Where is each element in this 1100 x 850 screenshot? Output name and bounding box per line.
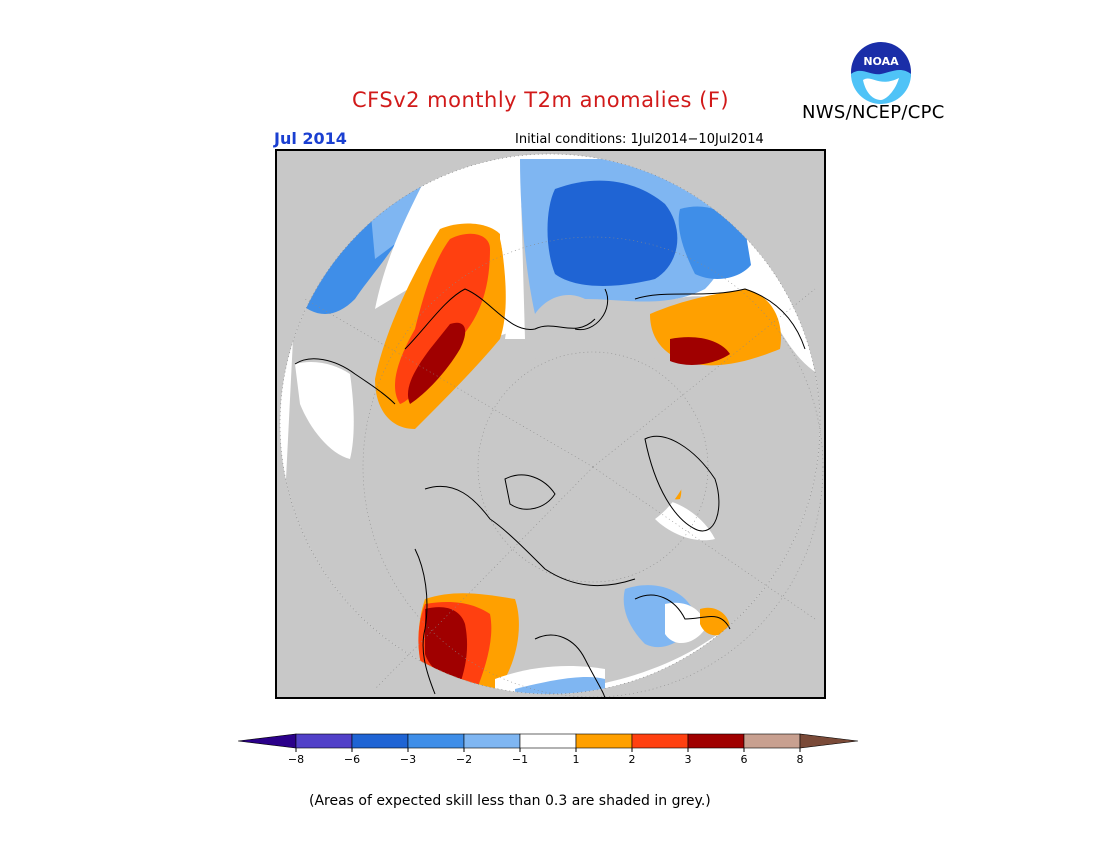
legend-tick-label: −2 bbox=[456, 753, 472, 766]
legend-tick-label: 8 bbox=[797, 753, 804, 766]
legend-bin-2 bbox=[352, 734, 408, 748]
target-month: Jul 2014 bbox=[274, 129, 347, 148]
polar-map-panel bbox=[275, 149, 826, 699]
legend-tick-label: −3 bbox=[400, 753, 416, 766]
legend-bin-4 bbox=[464, 734, 520, 748]
agency-label: NWS/NCEP/CPC bbox=[802, 102, 945, 123]
legend-bin-0 bbox=[238, 734, 296, 748]
legend-bin-3 bbox=[408, 734, 464, 748]
legend-tick-label: 2 bbox=[629, 753, 636, 766]
map-title: CFSv2 monthly T2m anomalies (F) bbox=[352, 88, 729, 112]
legend-tick-label: −6 bbox=[344, 753, 360, 766]
legend-tick-label: 6 bbox=[741, 753, 748, 766]
logo-text: NOAA bbox=[863, 55, 899, 68]
legend-bin-10 bbox=[800, 734, 858, 748]
legend-tick-label: 3 bbox=[685, 753, 692, 766]
legend-tick-label: −1 bbox=[512, 753, 528, 766]
skill-footnote: (Areas of expected skill less than 0.3 a… bbox=[309, 793, 711, 809]
legend-tick-label: −8 bbox=[288, 753, 304, 766]
color-legend: −8 −6 −3 −2 −1 1 2 3 6 8 bbox=[238, 733, 862, 753]
legend-bin-6 bbox=[576, 734, 632, 748]
legend-bin-8 bbox=[688, 734, 744, 748]
legend-bin-5 bbox=[520, 734, 576, 748]
legend-bin-1 bbox=[296, 734, 352, 748]
legend-bin-7 bbox=[632, 734, 688, 748]
noaa-logo: NOAA bbox=[849, 40, 913, 104]
initial-conditions: Initial conditions: 1Jul2014−10Jul2014 bbox=[515, 132, 764, 147]
legend-bin-9 bbox=[744, 734, 800, 748]
legend-tick-label: 1 bbox=[573, 753, 580, 766]
